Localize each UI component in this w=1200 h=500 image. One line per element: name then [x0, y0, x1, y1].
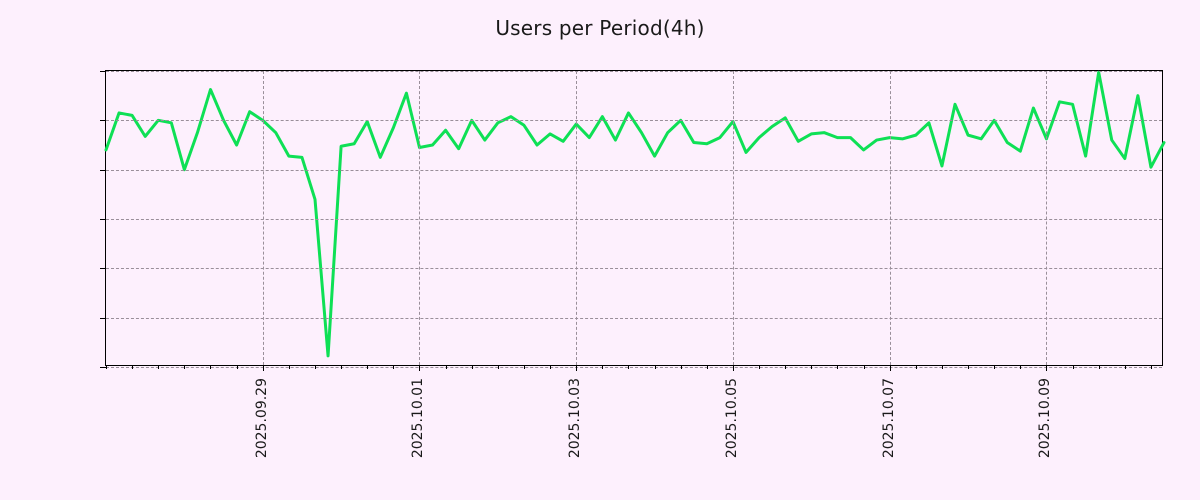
x-axis-tick-minor: [1098, 365, 1100, 369]
x-axis-tick-minor: [1072, 365, 1074, 369]
x-axis-tick-minor: [393, 365, 395, 369]
plot-area: [100, 70, 1166, 371]
x-axis-tick-minor: [759, 365, 761, 369]
y-axis-tick: [100, 169, 106, 171]
y-axis-tick: [100, 71, 106, 72]
x-axis-tick-minor: [367, 365, 369, 369]
x-axis-tick-minor: [236, 365, 238, 369]
x-axis-tick-minor: [1150, 365, 1152, 369]
gridline-horizontal: [106, 169, 1162, 171]
x-axis-tick-minor: [106, 365, 107, 369]
x-axis-tick-major: [419, 365, 421, 371]
gridline-horizontal: [106, 71, 1162, 72]
x-axis-tick-major: [576, 365, 578, 371]
gridline-horizontal: [106, 120, 1162, 122]
x-axis-label: 2025.10.01: [410, 378, 427, 459]
x-axis-tick-minor: [837, 365, 839, 369]
x-axis-tick-minor: [471, 365, 473, 369]
gridline-horizontal: [106, 219, 1162, 220]
x-axis-tick-minor: [132, 365, 134, 369]
x-axis-tick-minor: [811, 365, 813, 369]
gridline-horizontal: [106, 317, 1162, 319]
y-axis-tick: [100, 317, 106, 319]
x-axis-tick-minor: [941, 365, 943, 369]
x-axis-tick-major: [262, 365, 264, 371]
x-axis-tick-minor: [654, 365, 656, 369]
x-axis-tick-minor: [915, 365, 917, 369]
gridline-vertical: [576, 71, 578, 365]
y-axis-tick: [100, 120, 106, 122]
gridline-vertical: [1046, 71, 1048, 365]
y-axis-tick: [100, 268, 106, 270]
x-axis-tick-minor: [288, 365, 290, 369]
gridline-horizontal: [106, 268, 1162, 270]
series-line: [104, 70, 1166, 358]
x-axis-tick-minor: [994, 365, 996, 369]
x-axis-tick-minor: [863, 365, 865, 369]
x-axis-tick-minor: [210, 365, 212, 369]
x-axis-tick-minor: [968, 365, 970, 369]
x-axis-tick-minor: [314, 365, 316, 369]
x-axis-tick-minor: [628, 365, 630, 369]
x-axis-tick-minor: [1020, 365, 1022, 369]
x-axis-tick-minor: [158, 365, 160, 369]
x-axis-tick-minor: [341, 365, 343, 369]
x-axis-tick-minor: [497, 365, 499, 369]
x-axis-label: 2025.10.03: [567, 378, 584, 459]
x-axis-tick-major: [889, 365, 891, 371]
x-axis-tick-minor: [550, 365, 552, 369]
x-axis-tick-minor: [680, 365, 682, 369]
x-axis-tick-minor: [445, 365, 447, 369]
x-axis-label: 2025.10.07: [880, 378, 897, 459]
x-axis-label: 2025.10.09: [1037, 378, 1054, 459]
y-axis-tick: [100, 219, 106, 220]
x-axis-tick-major: [1046, 365, 1048, 371]
gridline-vertical: [889, 71, 891, 365]
gridline-horizontal: [106, 367, 1162, 368]
x-axis-tick-minor: [1124, 365, 1126, 369]
x-axis-label: 2025.09.29: [253, 378, 270, 459]
x-axis-tick-minor: [706, 365, 708, 369]
x-axis-tick-minor: [785, 365, 787, 369]
x-axis-tick-minor: [602, 365, 604, 369]
x-axis-tick-minor: [184, 365, 186, 369]
gridline-vertical: [732, 71, 734, 365]
gridline-vertical: [419, 71, 421, 365]
x-axis-tick-minor: [523, 365, 525, 369]
y-axis-tick: [100, 367, 106, 368]
x-axis-tick-major: [732, 365, 734, 371]
page-title: Users per Period(4h): [495, 16, 705, 40]
gridline-vertical: [262, 71, 264, 365]
x-axis-label: 2025.10.05: [723, 378, 740, 459]
